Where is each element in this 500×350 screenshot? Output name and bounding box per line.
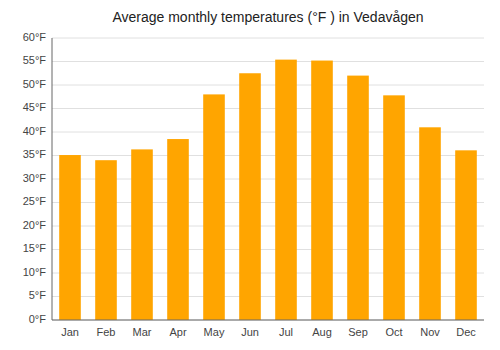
y-tick-label: 5°F bbox=[29, 289, 47, 301]
title: Average monthly temperatures (°F ) in Ve… bbox=[112, 9, 423, 25]
grid-line bbox=[52, 320, 484, 321]
y-tick-label: 10°F bbox=[23, 266, 47, 278]
x-tick-label: Feb bbox=[97, 326, 116, 338]
grid-line bbox=[52, 38, 484, 39]
x-tick-label: Jan bbox=[61, 326, 79, 338]
x-tick-label: Apr bbox=[169, 326, 186, 338]
y-tick-label: 25°F bbox=[23, 195, 47, 207]
y-tick-label: 60°F bbox=[23, 31, 47, 43]
y-tick-label: 15°F bbox=[23, 242, 47, 254]
grid bbox=[52, 38, 484, 320]
grid-line bbox=[52, 61, 484, 62]
bar bbox=[167, 139, 189, 320]
y-tick-label: 50°F bbox=[23, 78, 47, 90]
bar bbox=[419, 127, 441, 320]
chart-svg: 0°F 5°F 10°F 15°F 20°F 25°F 30°F 35°F 40°F 45°F 50… bbox=[0, 0, 500, 350]
bar bbox=[383, 95, 405, 320]
y-tick-label: 0°F bbox=[29, 313, 47, 325]
x-tick-label: Jul bbox=[279, 326, 293, 338]
y-tick-label: 40°F bbox=[23, 125, 47, 137]
x-tick-label: Aug bbox=[312, 326, 332, 338]
chart-container: 0°F 5°F 10°F 15°F 20°F 25°F 30°F 35°F 40°F 45°F 50… bbox=[0, 0, 500, 350]
x-tick-label: Mar bbox=[133, 326, 152, 338]
y-tick-label: 35°F bbox=[23, 148, 47, 160]
x-axis: Jan Feb Mar Apr May Jun Jul Aug Sep Oct Nov Dec bbox=[61, 326, 476, 338]
bar bbox=[203, 94, 225, 320]
bar bbox=[275, 60, 297, 320]
y-axis-line bbox=[52, 38, 53, 320]
x-tick-label: Sep bbox=[348, 326, 368, 338]
bar bbox=[311, 61, 333, 320]
y-tick-label: 30°F bbox=[23, 172, 47, 184]
y-axis: 0°F 5°F 10°F 15°F 20°F 25°F 30°F 35°F 40°F 45°F 50… bbox=[23, 31, 47, 325]
grid-line bbox=[52, 108, 484, 109]
bar bbox=[347, 76, 369, 320]
y-tick-label: 55°F bbox=[23, 54, 47, 66]
y-tick-label: 20°F bbox=[23, 219, 47, 231]
x-tick-label: Dec bbox=[456, 326, 476, 338]
x-tick-label: Nov bbox=[420, 326, 440, 338]
bar bbox=[239, 73, 261, 320]
bar bbox=[95, 160, 117, 320]
bar bbox=[59, 155, 81, 320]
y-tick-label: 45°F bbox=[23, 101, 47, 113]
bars bbox=[59, 60, 477, 320]
x-tick-label: Oct bbox=[385, 326, 402, 338]
bar bbox=[131, 149, 153, 320]
grid-line bbox=[52, 85, 484, 86]
x-axis-line bbox=[52, 320, 484, 321]
bar bbox=[455, 150, 477, 320]
x-tick-label: May bbox=[204, 326, 225, 338]
x-tick-label: Jun bbox=[241, 326, 259, 338]
